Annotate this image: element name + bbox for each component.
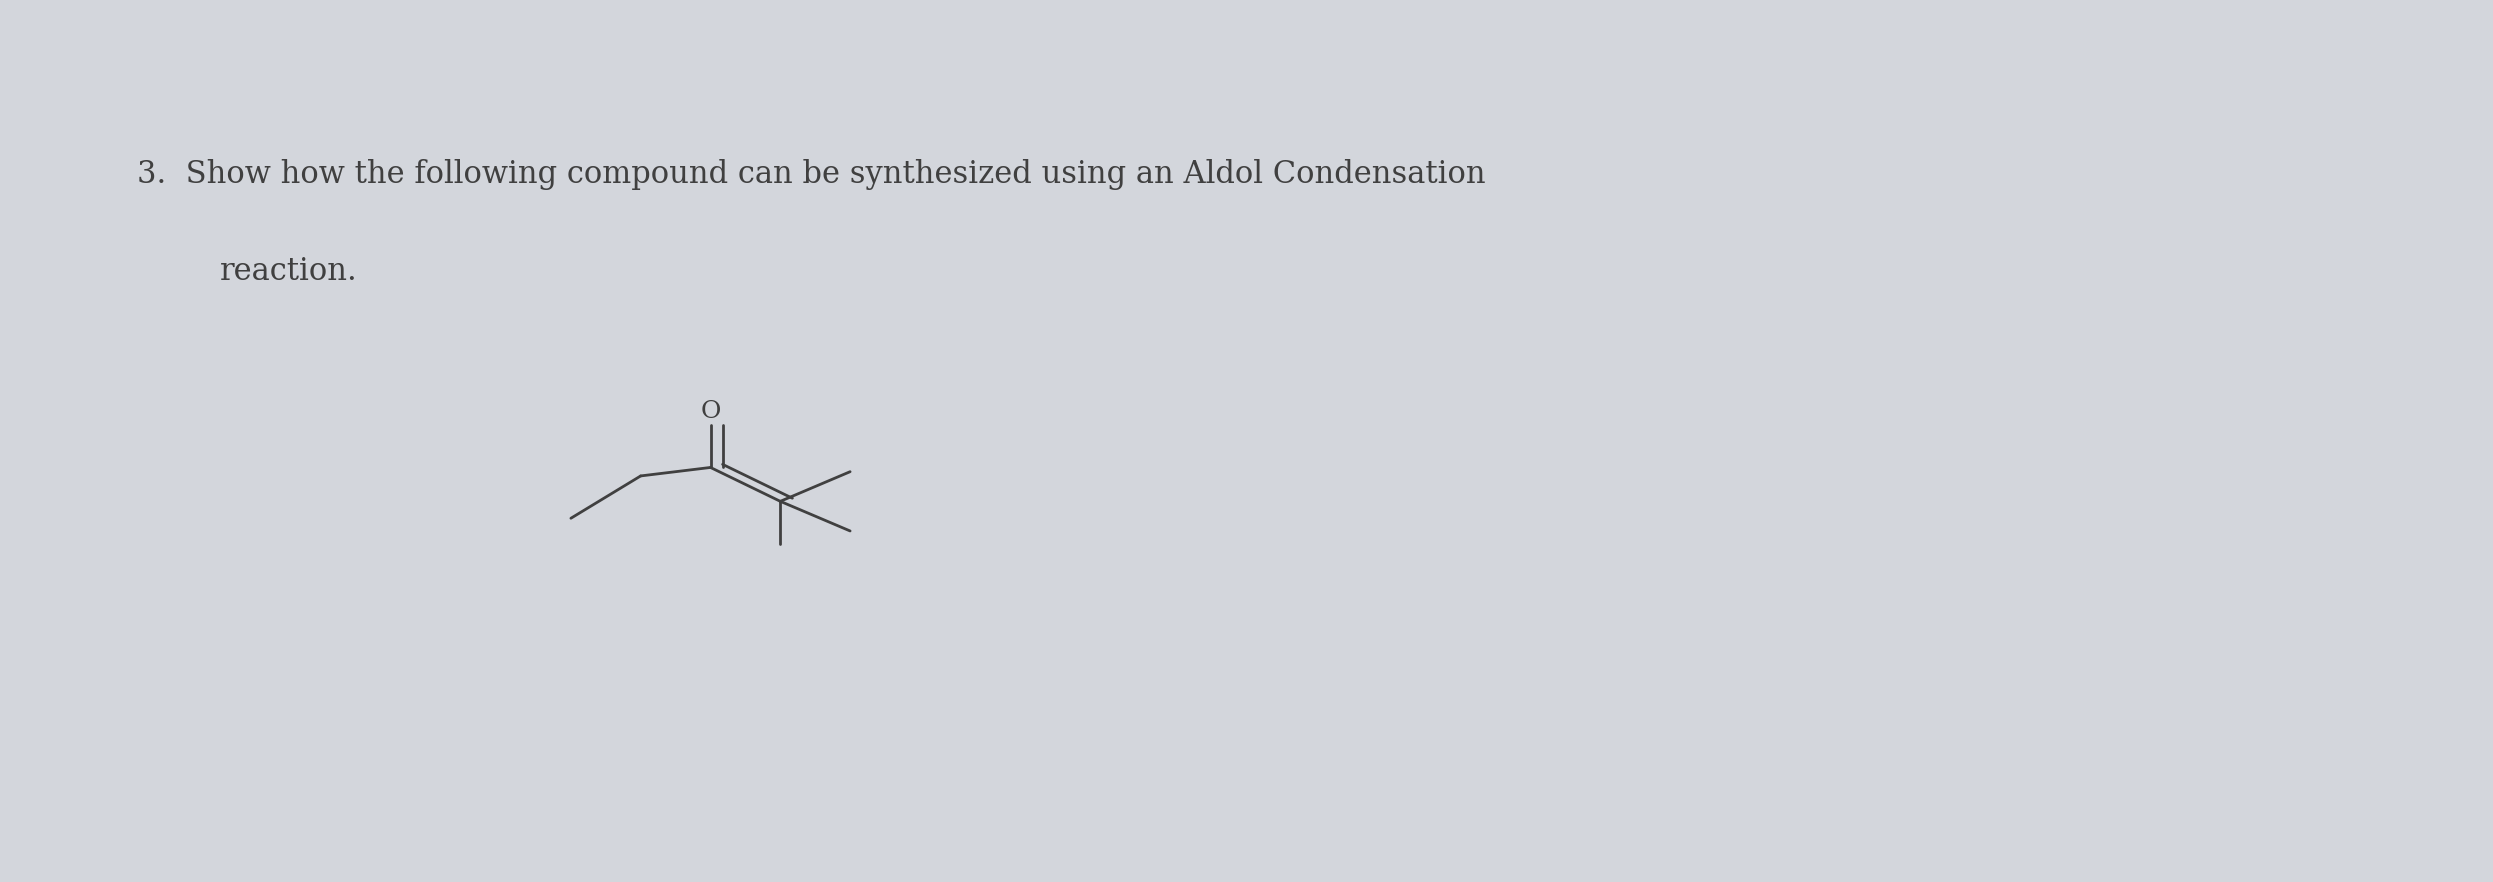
Text: O: O	[701, 400, 720, 423]
Text: 3.  Show how the following compound can be synthesized using an Aldol Condensati: 3. Show how the following compound can b…	[137, 159, 1486, 190]
Text: reaction.: reaction.	[219, 256, 356, 287]
